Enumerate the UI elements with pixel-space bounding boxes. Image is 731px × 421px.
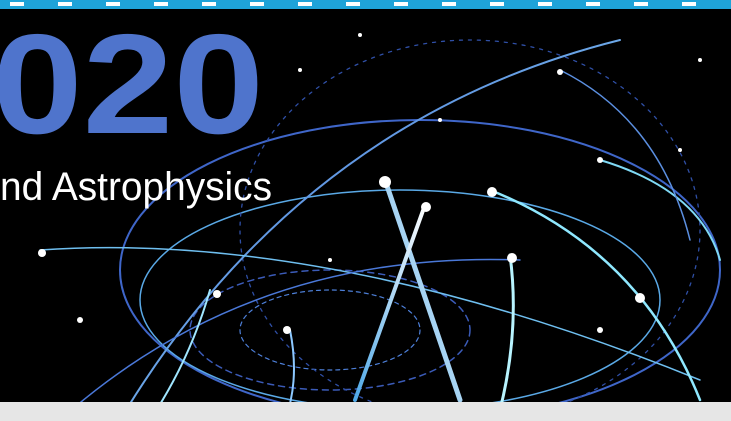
- strip-dashes: [10, 2, 696, 6]
- banner-subtitle: nd Astrophysics: [0, 165, 272, 209]
- bottom-strip: [0, 402, 731, 421]
- star-dots: [38, 33, 702, 334]
- banner-title: 020: [0, 5, 264, 164]
- top-strip: [0, 0, 731, 9]
- orbit-lines: [39, 39, 721, 421]
